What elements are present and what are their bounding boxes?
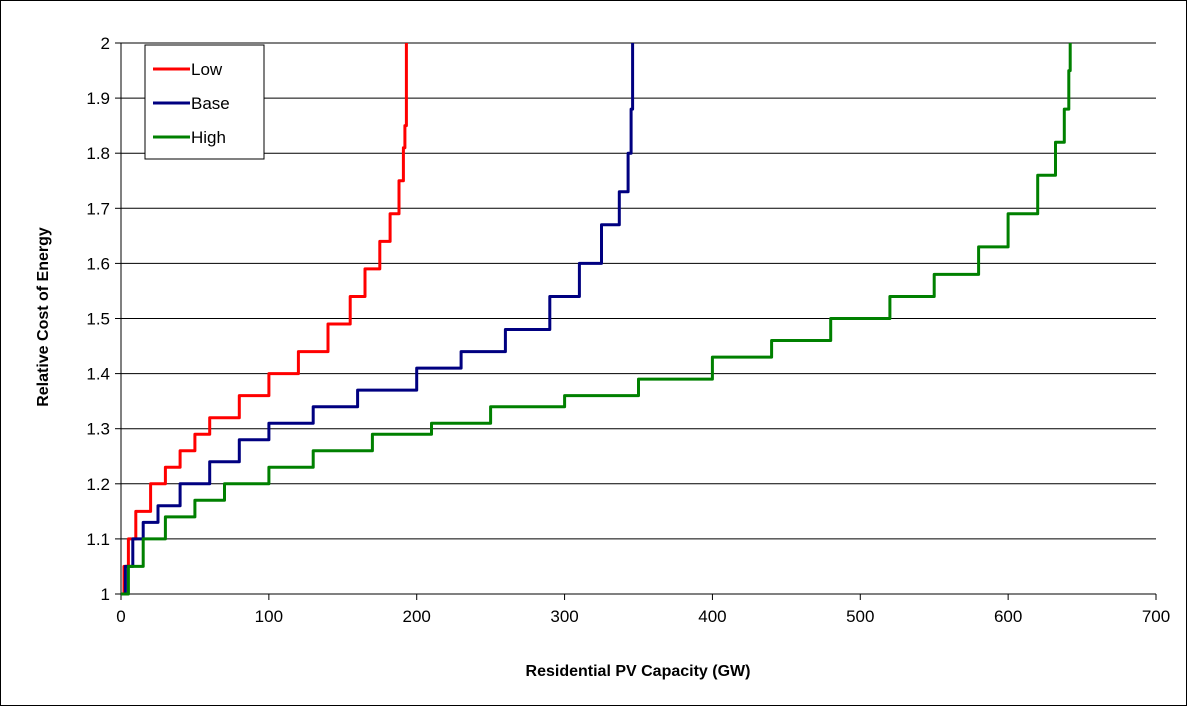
x-tick-label: 700: [1142, 607, 1170, 626]
y-tick-label: 1: [101, 585, 110, 604]
axes: [115, 42, 1157, 600]
series-lines: [121, 43, 1072, 596]
y-tick-label: 1.9: [86, 89, 110, 108]
x-tick-label: 200: [403, 607, 431, 626]
y-tick-label: 1.5: [86, 310, 110, 329]
y-tick-label: 1.7: [86, 199, 110, 218]
y-tick-label: 1.4: [86, 365, 110, 384]
series-line-low: [121, 43, 408, 596]
y-tick-label: 1.1: [86, 530, 110, 549]
y-tick-label: 2: [101, 34, 110, 53]
x-tick-label: 0: [116, 607, 125, 626]
x-tick-label: 600: [994, 607, 1022, 626]
y-tick-label: 1.3: [86, 420, 110, 439]
y-tick-label: 1.2: [86, 475, 110, 494]
x-tick-label: 400: [698, 607, 726, 626]
x-tick-label: 100: [255, 607, 283, 626]
gridlines: [121, 42, 1156, 595]
legend-label-low: Low: [191, 60, 223, 79]
x-tick-label: 500: [846, 607, 874, 626]
y-axis-title: Relative Cost of Energy: [35, 227, 52, 407]
x-tick-label: 300: [550, 607, 578, 626]
x-axis-title: Residential PV Capacity (GW): [526, 663, 751, 680]
legend-label-base: Base: [191, 94, 230, 113]
y-tick-label: 1.6: [86, 254, 110, 273]
series-line-high: [121, 43, 1072, 596]
tick-labels: 1 1.1 1.2 1.3 1.4 1.5 1.6 1.7 1.8 1.9 2 0 100 200 300 4…: [86, 34, 1170, 626]
series-line-base: [121, 43, 635, 596]
y-tick-label: 1.8: [86, 144, 110, 163]
legend-label-high: High: [191, 128, 226, 147]
legend: Low Base High: [144, 44, 265, 160]
